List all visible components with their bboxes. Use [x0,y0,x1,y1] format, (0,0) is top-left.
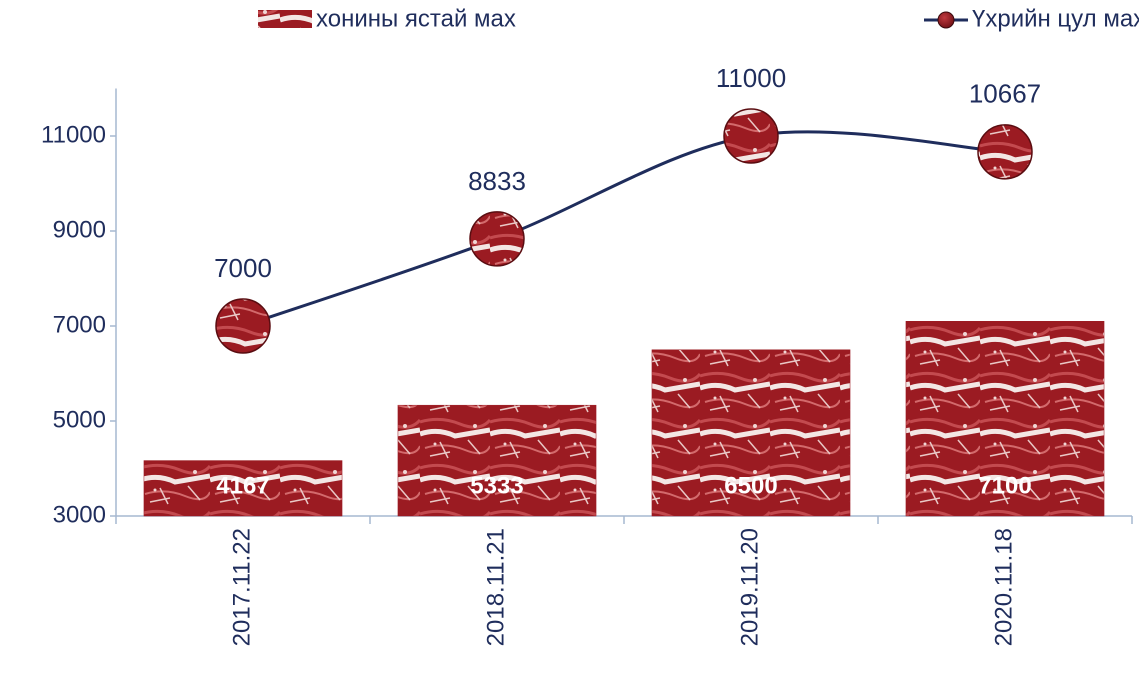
y-tick-label: 7000 [53,311,106,338]
line-marker [724,109,778,163]
legend-swatch [258,10,312,28]
y-tick-label: 9000 [53,216,106,243]
line-marker [978,125,1032,179]
line-marker [216,299,270,353]
bar-value-label: 7100 [978,472,1031,499]
line-value-label: 8833 [468,166,526,196]
line-value-label: 10667 [969,79,1041,109]
chart: 3000 5000 7000 9000 11000 2017.11.22 2018.11.2… [0,0,1139,683]
line-value-label: 7000 [214,253,272,283]
legend-label: хонины ястай мах [316,5,516,32]
line-value-label: 11000 [716,63,786,93]
y-tick-label: 5000 [53,406,106,433]
x-tick-label: 2020.11.18 [990,528,1017,646]
x-tick-label: 2017.11.22 [228,528,255,646]
y-tick-label: 3000 [53,501,106,528]
bar-value-label: 4167 [216,472,269,499]
legend-label: Үхрийн цул мах [972,5,1139,32]
bar-value-label: 5333 [470,472,523,499]
x-tick-label: 2018.11.21 [482,528,509,646]
line [243,132,1005,326]
x-tick-label: 2019.11.20 [736,528,763,646]
legend: хонины ястай мах Үхрийн цул мах [258,5,1139,32]
y-tick-label: 11000 [41,121,106,148]
bar-value-label: 6500 [724,472,777,499]
line-marker [470,212,524,266]
bar [398,405,596,516]
legend-marker [938,12,954,28]
